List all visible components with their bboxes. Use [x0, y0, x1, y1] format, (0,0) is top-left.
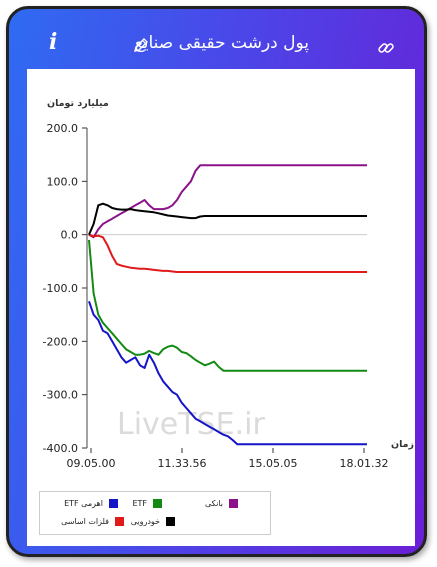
card-title: پول درشت حقیقی صنایع	[134, 33, 309, 53]
x-tick-label: 18.01.32	[340, 457, 389, 470]
legend-item-automotive[interactable]: خودرویی	[131, 517, 175, 526]
series-line-2	[88, 164, 367, 239]
series-line-3	[88, 233, 367, 273]
x-axis-label: زمان	[391, 439, 414, 450]
legend-swatch	[109, 499, 118, 508]
legend-label: اهرمی ETF	[64, 499, 103, 508]
legend-swatch	[153, 499, 162, 508]
series-line-4	[88, 202, 367, 236]
y-tick-label: -300.0	[43, 389, 78, 402]
x-tick-label: 09.05.00	[67, 457, 116, 470]
x-tick-label: 11.33.56	[158, 457, 207, 470]
y-tick-label: -100.0	[43, 282, 78, 295]
y-tick-label: 0.0	[61, 229, 79, 242]
legend-swatch	[229, 499, 238, 508]
series-line-1	[88, 239, 367, 372]
y-tick-label: -200.0	[43, 335, 78, 348]
legend-label: فلزات اساسی	[61, 517, 109, 526]
y-axis-ticks: 200.0 100.0 0.0 -100.0 -200.0 -300.0 -400.0	[43, 122, 87, 455]
chart-panel: میلیارد تومان زمان LiveTSE.ir 200.0 100.0…	[27, 69, 415, 546]
legend-label: خودرویی	[130, 517, 160, 526]
chart-card: i پول درشت حقیقی صنایع میلیارد تومان زما…	[6, 6, 427, 557]
line-chart: میلیارد تومان زمان LiveTSE.ir 200.0100.0…	[43, 98, 415, 470]
y-tick-label: 100.0	[47, 175, 79, 188]
x-axis-ticks: 09.05.00 11.33.56 15.05.05 18.01.32	[67, 448, 389, 470]
legend-swatch	[166, 517, 175, 526]
legend-item-etf[interactable]: ETF	[132, 499, 162, 508]
y-axis-label: میلیارد تومان	[47, 98, 109, 109]
legend-swatch	[115, 517, 124, 526]
x-tick-label: 15.05.05	[249, 457, 298, 470]
card-header: i پول درشت حقیقی صنایع	[9, 9, 424, 63]
legend-label: بانکی	[205, 499, 223, 508]
info-icon[interactable]: i	[49, 29, 58, 55]
legend-item-banking[interactable]: بانکی	[205, 499, 238, 508]
pencil-icon[interactable]	[133, 37, 149, 53]
legend-item-basic-metals[interactable]: فلزات اساسی	[61, 517, 124, 526]
series-lines	[88, 164, 367, 446]
legend: اهرمی ETF ETF بانکی فلزات اساسی خودرویی	[39, 491, 271, 535]
legend-item-leveraged-etf[interactable]: اهرمی ETF	[64, 499, 118, 508]
link-icon[interactable]	[377, 39, 395, 57]
y-tick-label: 200.0	[47, 122, 79, 135]
y-tick-label: -400.0	[43, 442, 78, 455]
series-line-0	[88, 300, 367, 446]
legend-label: ETF	[132, 499, 147, 508]
